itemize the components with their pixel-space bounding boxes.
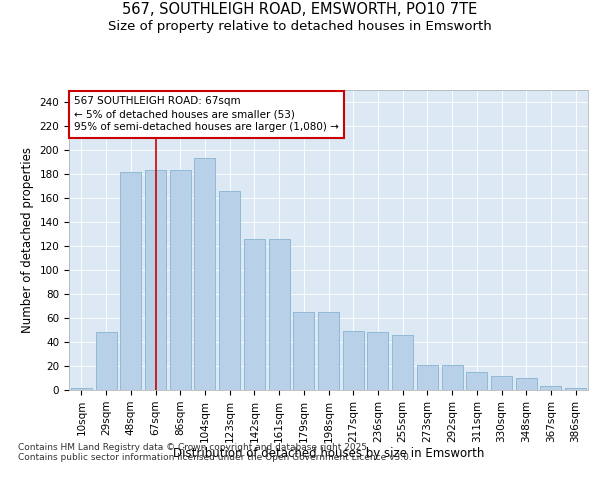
Bar: [95, 332, 116, 390]
Bar: [442, 365, 463, 390]
X-axis label: Distribution of detached houses by size in Emsworth: Distribution of detached houses by size …: [173, 448, 484, 460]
Bar: [516, 378, 537, 390]
Bar: [194, 158, 215, 390]
Bar: [392, 335, 413, 390]
Bar: [318, 312, 339, 390]
Bar: [466, 372, 487, 390]
Bar: [367, 332, 388, 390]
Bar: [120, 172, 141, 390]
Text: 567 SOUTHLEIGH ROAD: 67sqm
← 5% of detached houses are smaller (53)
95% of semi-: 567 SOUTHLEIGH ROAD: 67sqm ← 5% of detac…: [74, 96, 339, 132]
Bar: [219, 191, 240, 390]
Bar: [541, 386, 562, 390]
Bar: [244, 239, 265, 390]
Y-axis label: Number of detached properties: Number of detached properties: [21, 147, 34, 333]
Bar: [269, 239, 290, 390]
Bar: [343, 331, 364, 390]
Text: Contains HM Land Registry data © Crown copyright and database right 2025.
Contai: Contains HM Land Registry data © Crown c…: [18, 442, 412, 462]
Bar: [565, 388, 586, 390]
Text: Size of property relative to detached houses in Emsworth: Size of property relative to detached ho…: [108, 20, 492, 33]
Bar: [293, 312, 314, 390]
Bar: [145, 170, 166, 390]
Bar: [491, 376, 512, 390]
Bar: [170, 170, 191, 390]
Bar: [71, 388, 92, 390]
Bar: [417, 365, 438, 390]
Text: 567, SOUTHLEIGH ROAD, EMSWORTH, PO10 7TE: 567, SOUTHLEIGH ROAD, EMSWORTH, PO10 7TE: [122, 2, 478, 18]
